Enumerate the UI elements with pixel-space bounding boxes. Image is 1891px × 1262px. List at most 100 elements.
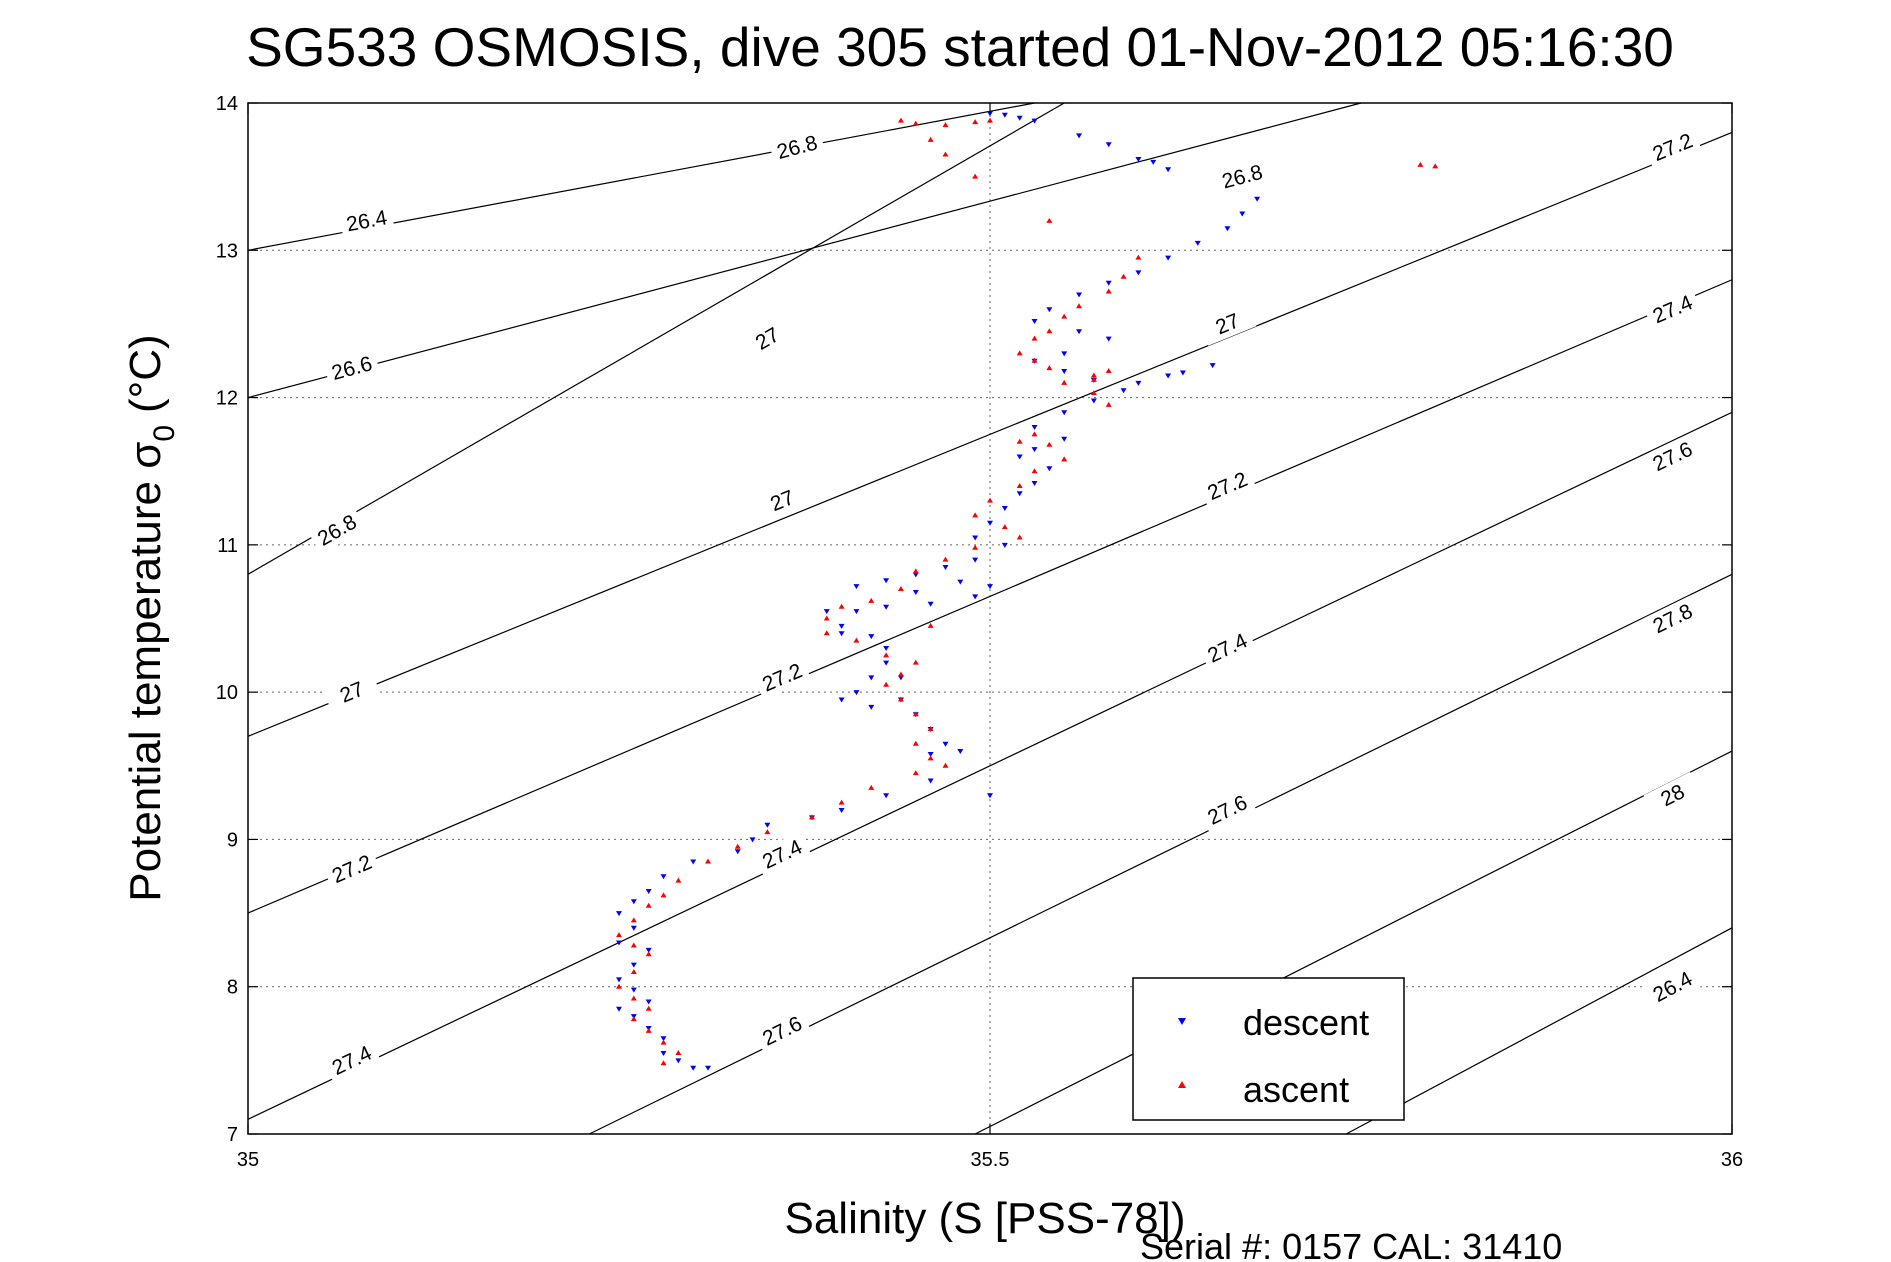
legend-ascent-marker: [1178, 1081, 1186, 1088]
ascent-point: [1046, 441, 1053, 447]
ascent-point: [987, 117, 993, 123]
descent-point: [616, 940, 622, 946]
legend-descent-marker: [1178, 1018, 1186, 1025]
descent-point: [853, 609, 860, 615]
x-tick-label: 35: [237, 1149, 259, 1171]
ascent-point: [897, 117, 904, 123]
contour-label-bg: [1643, 771, 1702, 819]
y-tick-label: 11: [217, 535, 238, 557]
y-ticks: 7 8 9 10 11 12 13 14: [216, 93, 1732, 1146]
legend: descent ascent: [1132, 977, 1405, 1121]
ascent-point: [927, 755, 934, 761]
density-contours: 26.426.626.626.826.826.82727272727.227.2…: [247, 102, 1733, 1135]
contour-label: 26.6: [329, 352, 374, 385]
descent-point: [927, 601, 934, 607]
descent-point: [1016, 115, 1023, 121]
ascent-point: [912, 568, 919, 574]
ascent-point: [808, 814, 815, 820]
descent-point: [883, 660, 890, 666]
svg-text:Potential temperature σ0(°C): Potential temperature σ0 (°C): [121, 334, 181, 901]
ascent-point: [1061, 379, 1068, 385]
descent-point: [1001, 506, 1008, 512]
descent-point: [1239, 211, 1246, 217]
descent-point: [957, 579, 964, 585]
ascent-point: [912, 120, 919, 126]
descent-point: [927, 778, 934, 784]
ascent-point: [1031, 357, 1038, 363]
ascent-point: [912, 770, 919, 776]
contour-label-bg: [1643, 125, 1702, 170]
descent-point: [883, 645, 890, 651]
ascent-point: [942, 762, 949, 768]
descent-point: [868, 704, 875, 710]
descent-point: [897, 675, 904, 681]
contour-label-bg: [322, 1037, 381, 1084]
descent-point: [838, 807, 845, 813]
descent-point: [987, 111, 993, 117]
contour-label-bg: [1643, 962, 1702, 1011]
descent-point: [1209, 363, 1216, 369]
ascent-point: [630, 917, 637, 923]
descent-point: [645, 947, 652, 953]
descent-point: [616, 977, 622, 983]
density-contour-line: [247, 411, 1733, 1120]
ascent-point: [630, 942, 637, 948]
descent-point: [972, 535, 979, 541]
ascent-point: [1105, 288, 1112, 294]
descent-point: [630, 987, 637, 993]
contour-label-bg: [1198, 625, 1257, 671]
ascent-point: [838, 799, 845, 805]
ascent-point: [987, 497, 993, 503]
descent-point: [1031, 118, 1038, 124]
ascent-point: [823, 615, 830, 621]
descent-point: [972, 557, 979, 563]
descent-point: [1105, 336, 1112, 342]
ascent-point: [1120, 273, 1127, 279]
descent-point: [1076, 133, 1083, 139]
descent-point: [868, 634, 875, 640]
descent-point: [1105, 142, 1112, 148]
descent-point: [1165, 167, 1172, 173]
descent-point: [1105, 280, 1112, 286]
y-tick-label: 7: [227, 1124, 238, 1146]
ascent-point: [927, 136, 934, 142]
descent-point: [764, 822, 771, 828]
descent-point: [1090, 398, 1097, 404]
density-contour-line: [974, 750, 1733, 1135]
descent-point: [957, 749, 964, 755]
ascent-point: [868, 784, 875, 790]
descent-point: [1194, 240, 1201, 246]
contour-label-bg: [322, 670, 381, 714]
descent-point: [1016, 491, 1023, 497]
ascent-point: [1105, 368, 1112, 374]
descent-point: [660, 1036, 667, 1042]
ascent-point: [972, 119, 979, 125]
contour-label-bg: [1198, 786, 1257, 834]
ascent-point: [645, 1027, 652, 1033]
descent-point: [1061, 369, 1068, 375]
ascent-point: [1046, 328, 1053, 334]
contour-label-bg: [768, 127, 826, 167]
density-contour-line: [1345, 927, 1733, 1135]
y-tick-label: 9: [227, 829, 238, 851]
descent-point: [1061, 436, 1068, 442]
serial-cal-footer: Serial #: 0157 CAL: 31410: [1140, 1226, 1562, 1262]
descent-point: [912, 589, 919, 595]
descent-point: [942, 741, 949, 747]
ascent-point: [942, 556, 949, 562]
descent-point: [883, 578, 890, 584]
descent-point: [1179, 370, 1186, 376]
ascent-point: [942, 151, 949, 157]
descent-point: [853, 584, 860, 590]
ascent-point: [897, 671, 904, 677]
ascent-point: [675, 877, 682, 883]
descent-point: [838, 631, 845, 637]
ascent-point: [1016, 534, 1023, 540]
ascent-point: [630, 995, 637, 1001]
contour-label-bg: [738, 314, 797, 363]
descent-point: [1135, 270, 1142, 276]
descent-point: [630, 925, 637, 931]
descent-point: [1061, 351, 1068, 357]
descent-point: [838, 623, 845, 629]
ascent-point: [705, 858, 712, 864]
